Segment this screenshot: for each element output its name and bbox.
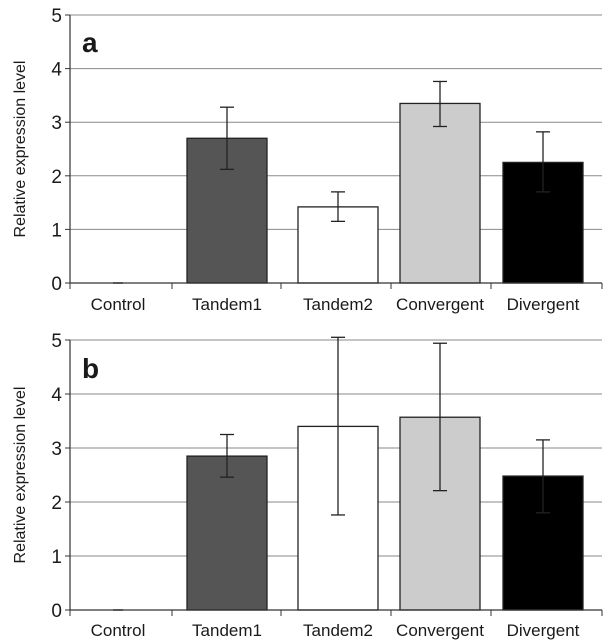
bar-tandem1 [186, 455, 268, 611]
panel-a-chart: 0 1 2 3 4 5 Relative expression level Control Ta… [12, 6, 603, 314]
x-tick-label: Tandem2 [303, 621, 373, 640]
y-tick-label: 3 [51, 439, 62, 460]
panel-letter: a [82, 27, 98, 58]
y-tick-label: 2 [51, 167, 62, 188]
x-tick-label: Tandem2 [303, 295, 373, 314]
y-tick-label: 0 [51, 601, 62, 622]
bar-tandem2 [297, 425, 379, 611]
panel-letter: b [82, 353, 99, 384]
y-tick-label: 0 [51, 274, 62, 295]
y-axis-label: Relative expression level [12, 387, 29, 564]
y-tick-label: 5 [51, 331, 62, 352]
y-tick-label: 4 [51, 60, 62, 81]
y-axis-label: Relative expression level [12, 61, 29, 238]
x-tick-label: Tandem1 [192, 621, 262, 640]
y-tick-label: 3 [51, 113, 62, 134]
y-tick-label: 2 [51, 493, 62, 514]
x-tick-label: Divergent [507, 621, 580, 640]
y-tick-label: 1 [51, 220, 62, 241]
panel-b-chart: 0 1 2 3 4 5 Relative expression level Control Ta… [12, 331, 603, 640]
x-tick-label: Convergent [396, 295, 484, 314]
y-tick-label: 5 [51, 6, 62, 27]
y-tick-label: 4 [51, 385, 62, 406]
bar-convergent [399, 102, 481, 284]
x-tick-label: Convergent [396, 621, 484, 640]
x-tick-label: Divergent [507, 295, 580, 314]
y-tick-label: 1 [51, 547, 62, 568]
x-tick-label: Tandem1 [192, 295, 262, 314]
x-tick-label: Control [91, 295, 146, 314]
x-tick-label: Control [91, 621, 146, 640]
